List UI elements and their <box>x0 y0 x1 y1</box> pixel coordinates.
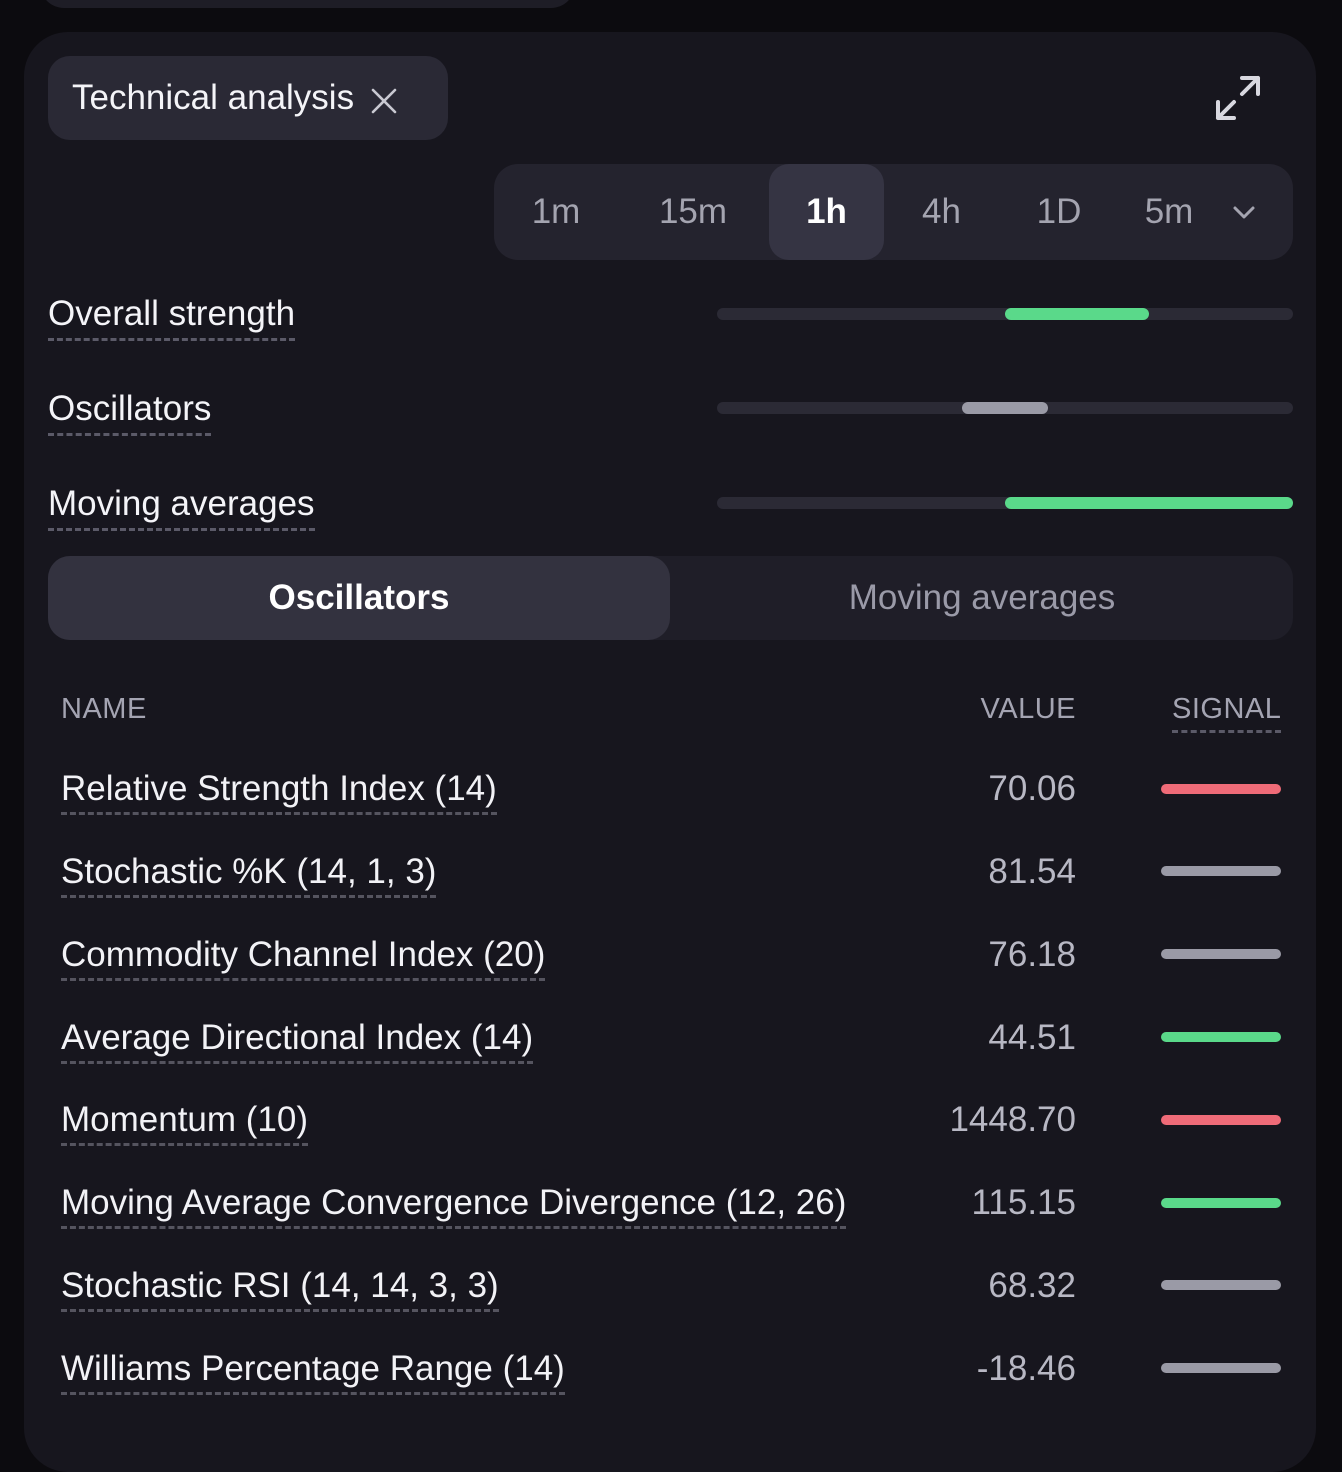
indicator-name[interactable]: Williams Percentage Range (14) <box>61 1349 565 1395</box>
overall-strength-gauge-fill <box>1005 308 1149 320</box>
indicator-name[interactable]: Moving Average Convergence Divergence (1… <box>61 1183 847 1229</box>
expand-icon[interactable] <box>1212 72 1264 124</box>
timeframe-1h[interactable]: 1h <box>769 164 884 260</box>
overall-strength-gauge <box>717 308 1293 320</box>
close-icon[interactable] <box>370 84 398 114</box>
chevron-down-icon[interactable] <box>1230 200 1258 224</box>
technical-analysis-chip[interactable]: Technical analysis <box>48 56 448 140</box>
signal-bar <box>1161 1198 1281 1208</box>
indicator-tabs: Oscillators Moving averages <box>48 556 1293 640</box>
indicator-value: 70.06 <box>988 769 1076 808</box>
overall-strength-label[interactable]: Overall strength <box>48 294 296 341</box>
name-column-header: NAME <box>61 693 147 725</box>
timeframe-1D[interactable]: 1D <box>1036 192 1082 231</box>
timeframe-4h[interactable]: 4h <box>922 192 961 231</box>
value-column-header: VALUE <box>980 693 1076 725</box>
timeframe-15m[interactable]: 15m <box>658 192 728 231</box>
top-card-edge <box>40 0 575 8</box>
tab-moving-averages[interactable]: Moving averages <box>848 578 1116 617</box>
signal-bar <box>1161 1280 1281 1290</box>
timeframe-5m[interactable]: 5m <box>1144 192 1194 231</box>
timeframe-1m[interactable]: 1m <box>531 192 581 231</box>
indicator-name[interactable]: Stochastic %K (14, 1, 3) <box>61 852 437 898</box>
technical-analysis-panel: Technical analysis 1m 15m 1h 4h 1D 5m Ov… <box>24 32 1316 1472</box>
indicator-value: -18.46 <box>976 1349 1076 1388</box>
signal-bar <box>1161 1032 1281 1042</box>
moving-averages-strength-gauge <box>717 497 1293 509</box>
indicator-value: 1448.70 <box>949 1100 1076 1139</box>
indicator-name[interactable]: Relative Strength Index (14) <box>61 769 497 815</box>
signal-bar <box>1161 784 1281 794</box>
indicator-value: 68.32 <box>988 1266 1076 1305</box>
indicator-value: 76.18 <box>988 935 1076 974</box>
oscillators-strength-gauge <box>717 402 1293 414</box>
signal-bar <box>1161 1363 1281 1373</box>
indicator-name[interactable]: Stochastic RSI (14, 14, 3, 3) <box>61 1266 499 1312</box>
oscillators-strength-gauge-fill <box>961 402 1049 414</box>
signal-bar <box>1161 949 1281 959</box>
signal-bar <box>1161 1115 1281 1125</box>
oscillators-strength-label[interactable]: Oscillators <box>48 389 212 436</box>
timeframe-selector: 1m 15m 1h 4h 1D 5m <box>494 164 1293 260</box>
tab-oscillators[interactable]: Oscillators <box>48 556 670 640</box>
indicator-value: 81.54 <box>988 852 1076 891</box>
indicator-value: 115.15 <box>971 1183 1076 1222</box>
indicator-name[interactable]: Momentum (10) <box>61 1100 309 1146</box>
signal-bar <box>1161 866 1281 876</box>
indicator-name[interactable]: Commodity Channel Index (20) <box>61 935 546 981</box>
signal-column-header[interactable]: SIGNAL <box>1172 692 1282 733</box>
indicator-name[interactable]: Average Directional Index (14) <box>61 1018 534 1064</box>
moving-averages-strength-gauge-fill <box>1005 497 1293 509</box>
chip-label: Technical analysis <box>72 78 355 117</box>
moving-averages-strength-label[interactable]: Moving averages <box>48 484 315 531</box>
indicator-value: 44.51 <box>988 1018 1076 1057</box>
